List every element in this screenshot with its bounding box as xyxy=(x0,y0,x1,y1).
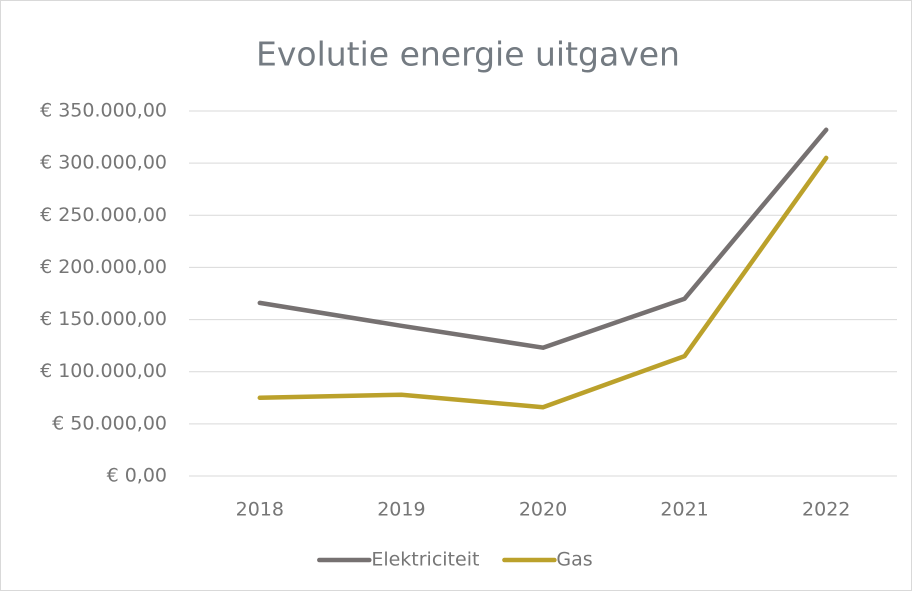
y-tick-label: € 200.000,00 xyxy=(40,256,167,278)
legend-label: Gas xyxy=(556,549,592,571)
y-tick-label: € 250.000,00 xyxy=(40,204,167,226)
x-tick-label: 2020 xyxy=(519,499,567,521)
y-tick-label: € 0,00 xyxy=(107,465,167,487)
y-tick-label: € 350.000,00 xyxy=(40,100,167,122)
x-tick-label: 2018 xyxy=(236,499,284,521)
x-tick-label: 2022 xyxy=(802,499,850,521)
series-line xyxy=(257,127,829,350)
y-tick-label: € 50.000,00 xyxy=(52,412,167,434)
y-tick-label: € 150.000,00 xyxy=(40,308,167,330)
chart-title: Evolutie energie uitgaven xyxy=(256,35,680,74)
y-tick-label: € 300.000,00 xyxy=(40,152,167,174)
x-tick-label: 2019 xyxy=(377,499,425,521)
legend-label: Elektriciteit xyxy=(371,549,479,571)
y-tick-label: € 100.000,00 xyxy=(40,360,167,382)
series-line xyxy=(257,155,829,410)
x-tick-label: 2021 xyxy=(660,499,708,521)
